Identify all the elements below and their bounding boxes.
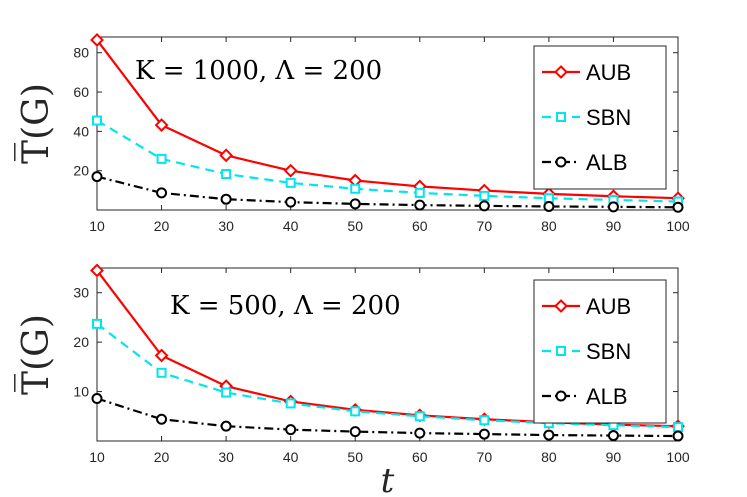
series-alb xyxy=(91,392,684,442)
data-point-alb xyxy=(285,424,297,436)
data-point-aub xyxy=(219,148,234,163)
panel-annotation: K = 1000, Λ = 200 xyxy=(135,56,382,86)
legend: AUB SBN ALB xyxy=(533,279,667,424)
data-point-sbn xyxy=(414,411,425,422)
data-point-alb xyxy=(285,196,297,208)
x-tick-label: 80 xyxy=(541,449,557,465)
data-point-alb xyxy=(478,428,490,440)
x-tick-label: 70 xyxy=(477,449,493,465)
y-tick-label: 10 xyxy=(73,384,89,400)
legend-label-sbn: SBN xyxy=(586,339,631,364)
data-point-alb xyxy=(607,201,619,213)
x-tick-label: 100 xyxy=(666,449,690,465)
data-point-alb xyxy=(672,430,684,442)
data-point-sbn xyxy=(350,406,361,417)
y-tick-label: 60 xyxy=(73,84,89,100)
legend-label-alb: ALB xyxy=(586,150,628,175)
x-tick-label: 100 xyxy=(666,218,690,234)
series-sbn xyxy=(92,115,683,207)
data-point-aub xyxy=(90,33,104,47)
data-point-alb xyxy=(220,420,232,432)
x-tick-label: 90 xyxy=(606,449,622,465)
legend-marker-aub xyxy=(554,65,568,79)
data-point-alb xyxy=(414,427,426,439)
series-line-alb xyxy=(96,397,679,438)
x-axis-label: t xyxy=(381,461,395,497)
chart-panel-1: 10 20 30 40 50 60 70 80 90 100 20 40 60 80 T̅(G) K = 10… xyxy=(13,33,690,234)
data-point-alb xyxy=(349,426,361,438)
data-point-alb xyxy=(543,429,555,441)
x-tick-label: 40 xyxy=(283,449,299,465)
data-point-alb xyxy=(414,199,426,211)
data-point-sbn xyxy=(221,169,232,180)
data-point-sbn xyxy=(156,153,167,164)
data-point-alb xyxy=(220,193,232,205)
series-aub xyxy=(90,33,685,206)
legend-label-aub: AUB xyxy=(586,294,631,319)
data-point-aub xyxy=(154,348,169,363)
data-point-alb xyxy=(478,200,490,212)
data-point-aub xyxy=(154,118,169,132)
x-tick-label: 30 xyxy=(218,218,234,234)
data-point-sbn xyxy=(350,183,361,194)
data-point-aub xyxy=(283,163,298,178)
x-tick-label: 40 xyxy=(283,218,299,234)
data-point-sbn xyxy=(285,177,296,188)
y-axis-label: T̅(G) xyxy=(13,83,57,164)
data-point-alb xyxy=(156,187,168,199)
data-point-sbn xyxy=(92,318,102,329)
data-point-alb xyxy=(156,413,168,425)
data-point-sbn xyxy=(479,190,490,201)
legend-box xyxy=(533,279,667,424)
x-tick-label: 50 xyxy=(347,449,363,465)
data-point-sbn xyxy=(92,115,102,126)
x-tick-label: 10 xyxy=(89,449,105,465)
data-point-sbn xyxy=(414,187,425,198)
data-point-alb xyxy=(349,198,361,210)
data-point-alb xyxy=(91,392,103,404)
y-tick-label: 20 xyxy=(73,163,89,179)
data-point-alb xyxy=(543,200,555,212)
y-axis-label: T̅(G) xyxy=(13,314,57,395)
x-tick-label: 60 xyxy=(412,218,428,234)
legend: AUB SBN ALB xyxy=(533,45,667,190)
data-point-alb xyxy=(607,430,619,442)
data-point-alb xyxy=(672,201,684,213)
legend-label-sbn: SBN xyxy=(586,105,631,130)
legend-label-aub: AUB xyxy=(586,60,631,85)
data-point-sbn xyxy=(673,422,683,433)
series-alb xyxy=(91,171,684,213)
legend-marker-alb xyxy=(555,390,567,402)
legend-label-alb: ALB xyxy=(586,384,628,409)
series-line-aub xyxy=(96,39,679,200)
x-tick-label: 20 xyxy=(154,449,170,465)
y-tick-label: 20 xyxy=(73,334,89,350)
x-tick-label: 30 xyxy=(218,449,234,465)
y-tick-label: 80 xyxy=(73,45,89,61)
legend-marker-sbn xyxy=(556,346,566,356)
y-tick-label: 30 xyxy=(73,285,89,301)
chart-panel-2: 10 20 30 40 50 60 70 80 90 100 10 20 30 T̅(G) K = 500,… xyxy=(13,263,690,497)
series-line-alb xyxy=(96,175,679,209)
x-tick-label: 20 xyxy=(154,218,170,234)
x-tick-label: 80 xyxy=(541,218,557,234)
panel-annotation: K = 500, Λ = 200 xyxy=(170,291,401,321)
x-tick-label: 90 xyxy=(606,218,622,234)
data-point-aub xyxy=(90,263,104,278)
x-tick-label: 70 xyxy=(477,218,493,234)
series-line-sbn xyxy=(96,119,679,203)
data-point-sbn xyxy=(156,367,167,378)
data-point-sbn xyxy=(285,398,296,409)
data-point-sbn xyxy=(221,387,232,398)
legend-marker-sbn xyxy=(556,112,566,122)
data-point-alb xyxy=(91,171,103,183)
data-point-sbn xyxy=(479,415,490,426)
legend-marker-aub xyxy=(554,299,568,313)
x-tick-label: 50 xyxy=(347,218,363,234)
x-tick-label: 60 xyxy=(412,449,428,465)
y-tick-label: 40 xyxy=(73,123,89,139)
legend-marker-alb xyxy=(555,156,567,168)
x-tick-label: 10 xyxy=(89,218,105,234)
